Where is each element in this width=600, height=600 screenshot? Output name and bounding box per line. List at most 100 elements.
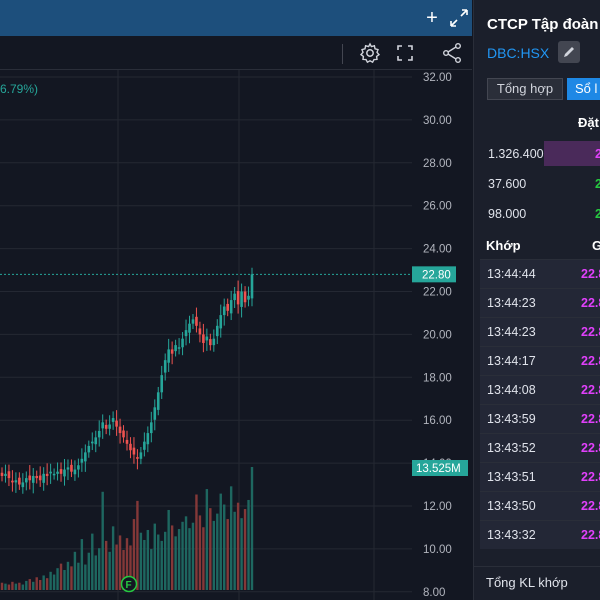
trade-row[interactable]: 13:43:59 22.8 <box>480 404 600 433</box>
volume-bar <box>84 564 87 590</box>
total-volume-row: Tổng KL khớp <box>474 566 600 600</box>
price-axis-label: 26.00 <box>423 201 452 213</box>
candle-body <box>212 338 216 346</box>
candle-body <box>174 345 177 352</box>
chart-topbar: + <box>0 0 472 36</box>
candle-body <box>240 291 243 307</box>
volume-bar <box>14 583 18 590</box>
volume-bar <box>153 523 156 590</box>
tab-tong-hop[interactable]: Tổng hợp <box>487 78 563 100</box>
candle-body <box>163 360 167 373</box>
chart-panel: + <box>0 0 472 600</box>
trade-row[interactable]: 13:44:23 22.8 <box>480 317 600 346</box>
candle-body <box>38 475 42 481</box>
ticker-symbol[interactable]: DBC:HSX <box>487 45 550 61</box>
trade-time: 13:43:32 <box>487 528 536 542</box>
volume-bar <box>59 563 63 590</box>
trade-price: 22.8 <box>581 296 600 310</box>
volume-bar <box>66 561 70 590</box>
orderbook-row[interactable]: 98.000 2 <box>474 199 600 229</box>
trade-time: 13:44:08 <box>487 383 536 397</box>
expand-icon[interactable] <box>447 6 471 30</box>
candle-body <box>63 469 66 477</box>
gear-icon[interactable] <box>358 41 382 65</box>
candle-body <box>73 469 77 475</box>
candle-body <box>129 443 132 451</box>
volume-bar <box>73 551 77 590</box>
volume-bar <box>101 491 104 590</box>
candle-body <box>118 426 122 434</box>
trade-row[interactable]: 13:44:23 22.8 <box>480 288 600 317</box>
candle-body <box>94 437 98 445</box>
candle-body <box>56 471 59 474</box>
volume-bar <box>177 529 181 590</box>
candle-body <box>184 330 188 337</box>
candle-body <box>31 475 35 483</box>
volume-bar <box>139 532 143 590</box>
volume-bar <box>45 578 49 590</box>
total-volume-label: Tổng KL khớp <box>486 575 568 590</box>
orderbook-row[interactable]: 37.600 2 <box>474 169 600 199</box>
candle-body <box>229 300 233 314</box>
trade-row[interactable]: 13:44:08 22.8 <box>480 375 600 404</box>
volume-bar <box>94 555 97 590</box>
share-icon[interactable] <box>440 41 464 65</box>
candle-body <box>250 274 254 299</box>
toolbar-divider <box>342 44 343 64</box>
price-chart[interactable]: 32.00 30.00 28.00 26.00 24.00 22.00 20.00 18.00… <box>0 70 472 600</box>
event-marker-label: F <box>126 580 132 591</box>
trade-price: 22.8 <box>581 528 600 542</box>
edit-symbol-button[interactable] <box>558 41 580 63</box>
trade-row[interactable]: 13:44:17 22.8 <box>480 346 600 375</box>
volume-bar <box>174 536 177 590</box>
candle-body <box>101 422 104 429</box>
volume-bar <box>18 582 21 590</box>
volume-bar <box>195 494 198 590</box>
trade-row[interactable]: 13:43:52 22.8 <box>480 433 600 462</box>
trade-time: 13:44:23 <box>487 325 536 339</box>
volume-bar <box>125 538 129 590</box>
trade-row[interactable]: 13:43:51 22.8 <box>480 462 600 491</box>
candle-body <box>49 471 52 474</box>
candle-body <box>77 465 80 470</box>
trade-price: 22.8 <box>581 267 600 281</box>
trade-time: 13:44:17 <box>487 354 536 368</box>
candle-body <box>7 471 11 479</box>
orderbook-volume: 37.600 <box>488 177 527 191</box>
volume-bar <box>28 579 31 590</box>
volume-bar <box>216 513 219 590</box>
volume-bar <box>157 534 160 590</box>
trades-price-header: G <box>592 238 600 253</box>
trade-time: 13:43:52 <box>487 441 536 455</box>
volume-bar <box>70 566 73 590</box>
volume-bar <box>104 540 108 590</box>
volume-bar <box>167 509 170 590</box>
trade-time: 13:44:44 <box>487 267 536 281</box>
candle-body <box>222 306 226 316</box>
volume-bar <box>52 574 56 590</box>
candle-body <box>104 424 108 429</box>
trade-time: 13:44:23 <box>487 296 536 310</box>
candle-body <box>97 430 101 438</box>
candle-body <box>90 441 94 444</box>
volume-bar <box>4 583 7 590</box>
tab-so-lenh[interactable]: Sổ l <box>567 78 600 100</box>
volume-bar <box>77 562 80 590</box>
candle-body <box>132 447 136 455</box>
trade-row[interactable]: 13:43:50 22.8 <box>480 491 600 520</box>
fullscreen-icon[interactable] <box>393 41 417 65</box>
plus-icon[interactable]: + <box>426 7 438 29</box>
volume-bar <box>160 540 163 590</box>
orderbook-price: 2 <box>595 147 600 161</box>
volume-bar <box>11 581 14 590</box>
candle-body <box>115 420 118 427</box>
candle-body <box>167 349 170 363</box>
volume-bar <box>129 545 132 590</box>
volume-bar <box>118 535 122 590</box>
trade-row[interactable]: 13:44:44 22.8 <box>480 259 600 288</box>
volume-bar <box>198 515 202 590</box>
volume-bar <box>247 499 250 590</box>
volume-bar <box>56 568 59 590</box>
trade-row[interactable]: 13:43:32 22.8 <box>480 520 600 549</box>
orderbook-row[interactable]: 1.326.400 2 <box>474 139 600 169</box>
